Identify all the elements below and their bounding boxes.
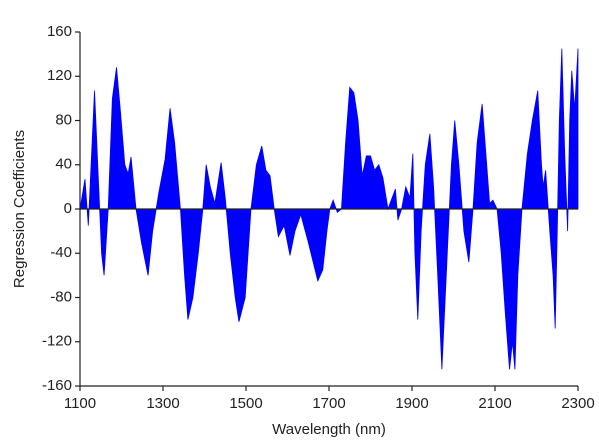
y-tick-label: 80 [55,111,72,128]
y-tick-label: -120 [42,333,72,350]
y-tick-label: 40 [55,156,72,173]
y-axis-title: Regression Coefficients [11,130,28,288]
x-tick-label: 1300 [146,395,179,412]
x-tick-label: 2300 [561,395,594,412]
x-tick-label: 1700 [312,395,345,412]
y-tick-label: 120 [47,67,72,84]
y-tick-label: 160 [47,23,72,40]
x-tick-label: 1100 [64,395,96,412]
x-tick-label: 1500 [229,395,262,412]
y-tick-label: -80 [50,288,72,305]
x-axis-title: Wavelength (nm) [272,421,386,438]
y-tick-label: 0 [64,200,72,217]
y-tick-label: -40 [50,244,72,261]
x-tick-label: 1900 [395,395,428,412]
y-tick-label: -160 [42,377,72,394]
x-tick-label: 2100 [478,395,511,412]
